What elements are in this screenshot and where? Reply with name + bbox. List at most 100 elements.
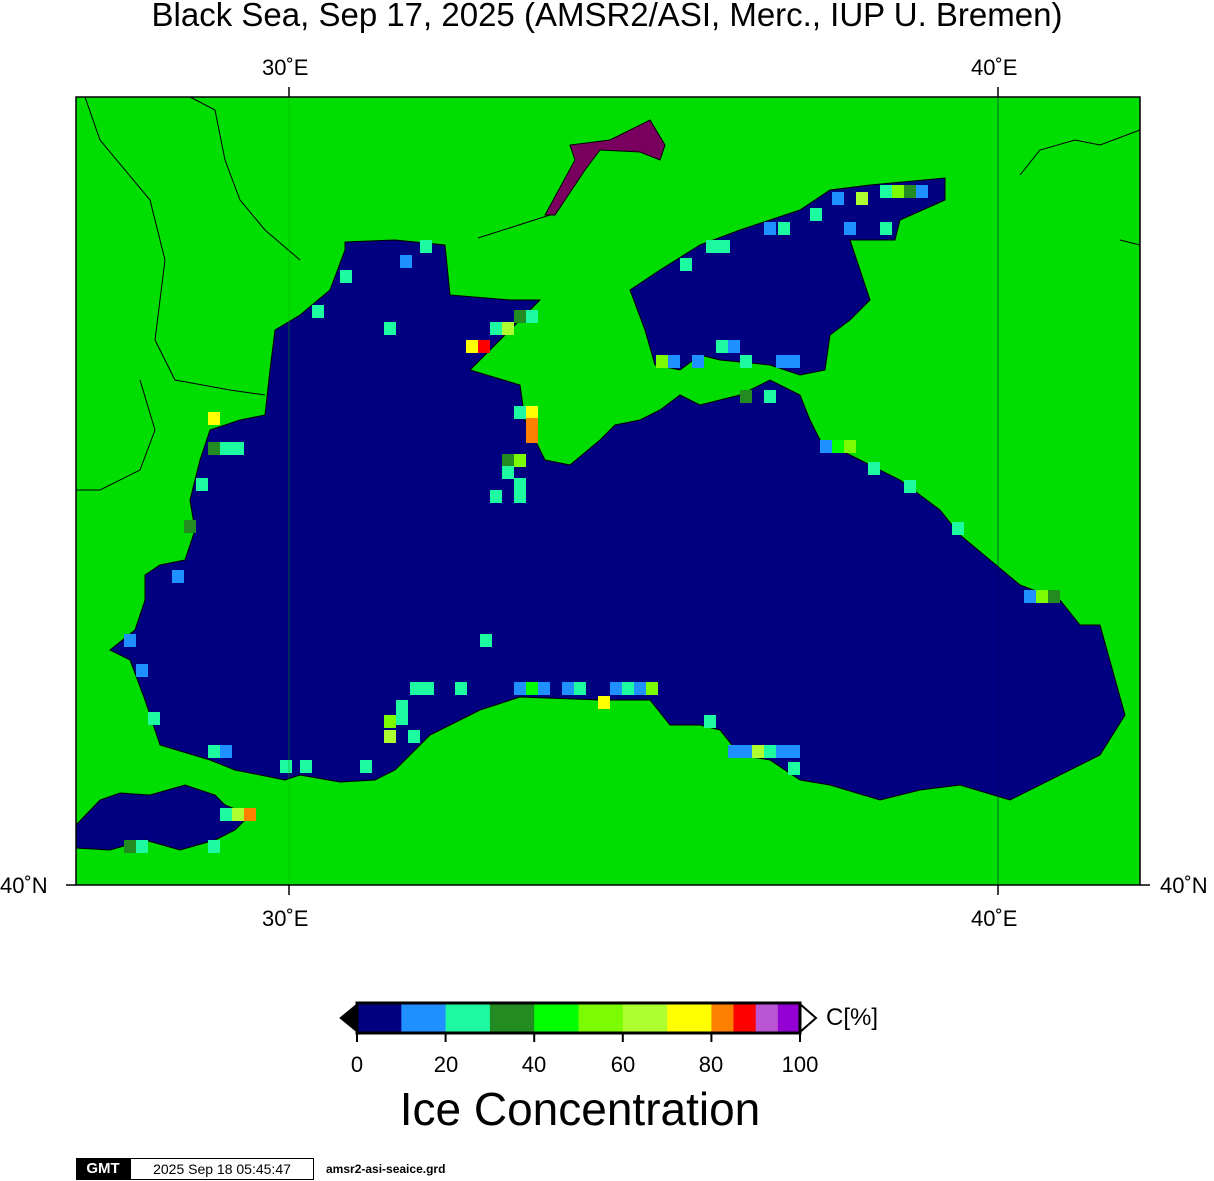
ice-pixel — [716, 340, 728, 353]
lat-tick-left-40n: 40˚N — [0, 873, 48, 898]
ice-pixel — [832, 440, 844, 453]
colorbar-bin — [489, 1004, 535, 1032]
ice-pixel — [1036, 590, 1048, 603]
ice-pixel — [208, 442, 220, 455]
ice-pixel — [622, 682, 634, 695]
ice-pixel — [788, 762, 800, 775]
colorbar-bin — [445, 1004, 491, 1032]
colorbar-bin — [667, 1004, 712, 1032]
ice-pixel — [844, 440, 856, 453]
ice-pixel — [280, 760, 292, 773]
ice-pixel — [526, 418, 538, 431]
ice-pixel — [740, 745, 752, 758]
ice-pixel — [455, 682, 467, 695]
colorbar-tick-label: 20 — [433, 1052, 459, 1077]
ice-pixel — [718, 240, 730, 253]
colorbar-bin — [777, 1004, 801, 1032]
ice-pixel — [514, 310, 526, 323]
ice-pixel — [952, 522, 964, 535]
ice-pixel — [384, 730, 396, 743]
ice-pixel — [526, 430, 538, 443]
ice-pixel — [208, 840, 220, 853]
ice-pixel — [384, 715, 396, 728]
gmt-logo: GMT — [76, 1158, 130, 1180]
lat-tick-right-40n: 40˚N — [1160, 873, 1208, 898]
ice-pixel — [904, 480, 916, 493]
ice-pixel — [646, 682, 658, 695]
ice-pixel — [764, 390, 776, 403]
colorbar-bin — [534, 1004, 579, 1032]
ice-pixel — [340, 270, 352, 283]
ice-pixel — [490, 490, 502, 503]
borders — [76, 96, 1141, 491]
ice-pixel — [466, 340, 478, 353]
ice-pixel — [668, 355, 680, 368]
colorbar-tick-label: 100 — [781, 1052, 819, 1077]
colorbar-bin — [711, 1004, 735, 1032]
grid-file-name: amsr2-asi-seaice.grd — [326, 1162, 446, 1176]
ice-pixel — [692, 355, 704, 368]
ice-pixel — [300, 760, 312, 773]
colorbar-bin — [733, 1004, 757, 1032]
ice-pixel — [490, 322, 502, 335]
colorbar-tick-label: 60 — [610, 1052, 636, 1077]
ice-pixel — [916, 185, 928, 198]
colorbar-bin — [357, 1004, 402, 1032]
ice-pixel — [220, 808, 232, 821]
ice-pixel — [502, 454, 514, 467]
ice-pixel — [1024, 590, 1036, 603]
ice-pixel — [526, 310, 538, 323]
ice-pixel — [172, 570, 184, 583]
ice-pixel — [832, 192, 844, 205]
ice-pixel — [124, 634, 136, 647]
ice-pixel — [752, 745, 764, 758]
ice-pixel — [514, 682, 526, 695]
ice-pixel — [220, 745, 232, 758]
ice-pixel — [810, 208, 822, 221]
ice-pixel — [384, 322, 396, 335]
ice-pixel — [408, 730, 420, 743]
ice-cells — [124, 185, 1060, 853]
colorbar-over-triangle — [799, 1001, 818, 1035]
lon-tick-bottom-40e: 40˚E — [971, 906, 1018, 931]
ice-pixel — [740, 390, 752, 403]
ice-pixel — [634, 682, 646, 695]
ice-pixel — [868, 462, 880, 475]
ice-pixel — [656, 355, 668, 368]
colorbar-bin — [401, 1004, 447, 1032]
ice-pixel — [728, 340, 740, 353]
ice-pixel — [776, 745, 788, 758]
ice-pixel — [892, 185, 904, 198]
colorbar-tick-label: 0 — [350, 1052, 364, 1077]
colorbar-unit-label: C[%] — [826, 1004, 879, 1031]
ice-pixel — [312, 305, 324, 318]
ice-pixel — [396, 712, 408, 725]
ice-pixel — [208, 745, 220, 758]
colorbar-bin — [578, 1004, 624, 1032]
colorbar-bin — [755, 1004, 779, 1032]
black-sea — [109, 239, 1126, 801]
colorbar-tick-label: 40 — [521, 1052, 547, 1077]
ice-pixel — [904, 185, 916, 198]
colorbar — [339, 1001, 818, 1042]
map-title: Black Sea, Sep 17, 2025 (AMSR2/ASI, Merc… — [151, 0, 1063, 33]
ice-pixel — [208, 412, 220, 425]
map-frame — [75, 96, 1141, 886]
ice-pixel — [136, 664, 148, 677]
ice-pixel — [820, 440, 832, 453]
ice-pixel — [740, 355, 752, 368]
ice-pixel — [764, 222, 776, 235]
ice-pixel — [788, 355, 800, 368]
ice-pixel — [856, 192, 868, 205]
colorbar-under-triangle — [339, 1002, 358, 1034]
ice-pixel — [526, 406, 538, 419]
ice-pixel — [396, 700, 408, 713]
ice-pixel — [880, 185, 892, 198]
ice-pixel — [880, 222, 892, 235]
ice-pixel — [514, 454, 526, 467]
ice-pixel — [124, 840, 136, 853]
ice-pixel — [400, 255, 412, 268]
ice-pixel — [680, 258, 692, 271]
ice-pixel — [232, 442, 244, 455]
